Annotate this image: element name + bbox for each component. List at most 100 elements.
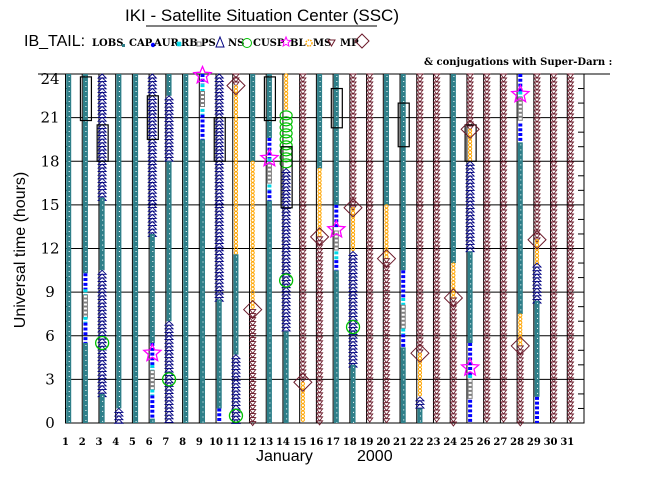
- legend-symbol-cusp: [279, 35, 293, 48]
- superdarn-box: [397, 102, 410, 148]
- y-tick-label: 0: [45, 414, 55, 432]
- segment-lobs: [467, 251, 473, 344]
- legend-label-ps: PS: [201, 38, 216, 49]
- legend-label-aur: AUR: [153, 38, 179, 49]
- x-tick-label: 17: [326, 437, 340, 448]
- ms-circles: [250, 160, 255, 309]
- x-tick-label: 22: [410, 437, 424, 448]
- x-tick-label: 19: [360, 437, 374, 448]
- segment-ms: [534, 239, 540, 265]
- mp-triangles: [466, 73, 475, 131]
- mp-diamond-marker: [376, 248, 397, 269]
- x-tick-label: 25: [460, 437, 474, 448]
- lobs-bar: [82, 343, 88, 423]
- grid: [38, 73, 610, 424]
- chart-title: IKI - Satellite Situation Center (SSC): [125, 6, 399, 25]
- x-tick-label: 4: [112, 437, 119, 448]
- segment-rb: [82, 294, 88, 319]
- ns-triangles: [163, 95, 175, 162]
- legend-symbol-rb: [196, 41, 202, 47]
- segment-lobs: [400, 347, 406, 423]
- x-tick-label: 5: [129, 437, 136, 448]
- superdarn-box: [464, 124, 477, 162]
- x-tick-label: 10: [209, 437, 223, 448]
- x-tick-label: 18: [343, 437, 357, 448]
- x-tick-label: 9: [196, 437, 203, 448]
- segment-lobs: [99, 393, 105, 423]
- y-tick-label: 21: [40, 109, 59, 127]
- legend-symbol-mp: [354, 33, 370, 49]
- bl-star-marker: [259, 147, 280, 167]
- segment-ms: [417, 352, 423, 397]
- rb-squares: [467, 378, 473, 399]
- ms-circles: [417, 352, 423, 397]
- segment-ns: [163, 320, 175, 423]
- lobs-bar: [333, 74, 339, 205]
- ms-circles: [317, 167, 322, 237]
- lobs-bar: [82, 74, 88, 274]
- rb-squares: [200, 90, 206, 107]
- x-tick-label: 2: [79, 437, 86, 448]
- segment-mp: [349, 73, 357, 211]
- legend-symbol-ps: [215, 35, 225, 48]
- x-tick-label: 12: [243, 437, 257, 448]
- legend-label-ms: MS: [313, 38, 331, 49]
- y-tick-label: 6: [45, 327, 55, 345]
- ns-triangles: [414, 396, 426, 409]
- lobs-bar: [266, 200, 272, 423]
- segment-ns: [281, 167, 292, 332]
- x-tick-label: 20: [376, 437, 390, 448]
- segment-rb: [333, 230, 339, 251]
- segment-lobs: [283, 331, 289, 423]
- y-tick-label: 9: [45, 283, 55, 301]
- mp-triangles: [566, 73, 575, 423]
- mp-diamond-marker: [460, 119, 480, 139]
- y-tick-label: 15: [40, 196, 59, 214]
- segment-lobs: [350, 364, 356, 423]
- segment-rb: [400, 304, 406, 329]
- mp-diamond-marker: [410, 343, 430, 363]
- lobs-bar: [200, 139, 206, 423]
- segment-lobs: [216, 299, 222, 409]
- segment-mp: [232, 73, 240, 87]
- segment-ns: [414, 396, 426, 409]
- x-tick-label: 6: [146, 437, 153, 448]
- cusp-circles: [279, 110, 293, 169]
- rb-squares: [82, 294, 88, 319]
- x-tick-label: 21: [393, 437, 407, 448]
- lobs-bar: [383, 74, 389, 205]
- bl-star-marker: [192, 64, 213, 85]
- lobs-bar: [133, 74, 139, 423]
- segment-mp: [482, 73, 491, 423]
- x-axis-year: 2000: [357, 448, 393, 465]
- segment-lobs: [99, 197, 105, 271]
- legend-symbol-ns: [242, 38, 252, 48]
- lobs-bar: [250, 74, 256, 162]
- legend: LOBS CAP AUR RB PS NS CUSP BL MS MP: [92, 33, 370, 49]
- x-tick-label: 7: [162, 437, 169, 448]
- x-tick-label: 26: [477, 437, 491, 448]
- segment-lobs: [82, 343, 88, 423]
- y-tick-label: 3: [45, 370, 55, 388]
- mp-diamond-marker: [242, 299, 263, 320]
- rb-squares: [149, 370, 155, 391]
- segment-lobs: [266, 74, 272, 138]
- legend-label-ns: NS: [228, 38, 244, 49]
- legend-label-lobs: LOBS: [92, 38, 123, 49]
- segment-lobs: [233, 254, 239, 355]
- mp-diamond-marker: [293, 372, 313, 392]
- segment-lobs: [149, 418, 155, 423]
- mp-triangles: [482, 73, 491, 423]
- segment-lobs: [517, 142, 523, 314]
- lobs-bar: [99, 197, 105, 271]
- legend-symbol-aur: [176, 41, 182, 47]
- x-tick-label: 8: [179, 437, 186, 448]
- segment-ms: [250, 160, 255, 309]
- segment-mp: [315, 236, 324, 426]
- segment-ms: [384, 204, 389, 259]
- superdarn-box: [213, 117, 226, 162]
- bl-star-marker: [142, 342, 163, 362]
- segment-ms: [284, 73, 289, 110]
- segment-ms: [468, 128, 473, 162]
- segment-ns: [465, 160, 476, 253]
